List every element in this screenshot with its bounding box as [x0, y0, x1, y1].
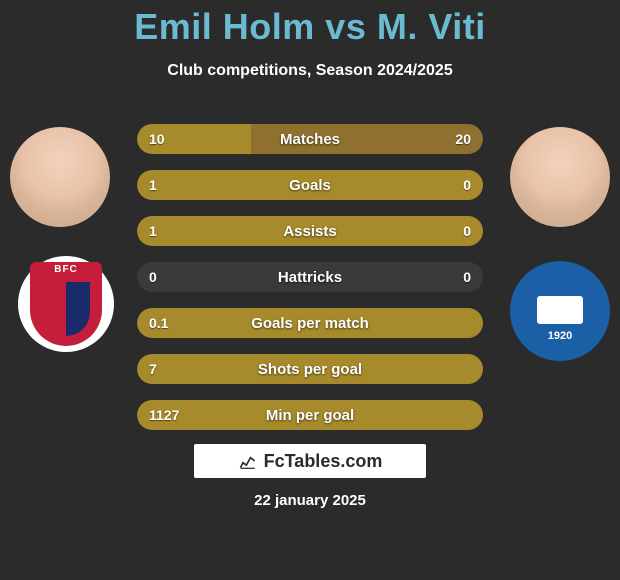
stat-row: 00Hattricks	[137, 262, 483, 292]
stat-label: Min per goal	[137, 400, 483, 430]
stat-label: Goals	[137, 170, 483, 200]
stat-row: 1020Matches	[137, 124, 483, 154]
player-right-photo	[510, 127, 610, 227]
bologna-crest-icon	[30, 262, 102, 346]
club-right-badge	[510, 261, 610, 361]
club-left-badge	[18, 256, 114, 352]
footer-site: FcTables.com	[264, 451, 383, 472]
footer-date: 22 january 2025	[0, 492, 620, 509]
chart-icon	[238, 451, 258, 471]
stat-label: Assists	[137, 216, 483, 246]
stat-row: 10Assists	[137, 216, 483, 246]
page-subtitle: Club competitions, Season 2024/2025	[0, 62, 620, 80]
stats-comparison: 1020Matches 10Goals 10Assists 00Hattricks 0.…	[137, 124, 483, 446]
stat-row: 0.1Goals per match	[137, 308, 483, 338]
footer-attribution: FcTables.com	[194, 444, 426, 478]
stat-label: Hattricks	[137, 262, 483, 292]
stat-label: Matches	[137, 124, 483, 154]
page-title: Emil Holm vs M. Viti	[0, 0, 620, 48]
stat-row: 10Goals	[137, 170, 483, 200]
empoli-crest-icon	[519, 270, 601, 352]
stat-label: Shots per goal	[137, 354, 483, 384]
stat-label: Goals per match	[137, 308, 483, 338]
player-left-photo	[10, 127, 110, 227]
stat-row: 7Shots per goal	[137, 354, 483, 384]
stat-row: 1127Min per goal	[137, 400, 483, 430]
